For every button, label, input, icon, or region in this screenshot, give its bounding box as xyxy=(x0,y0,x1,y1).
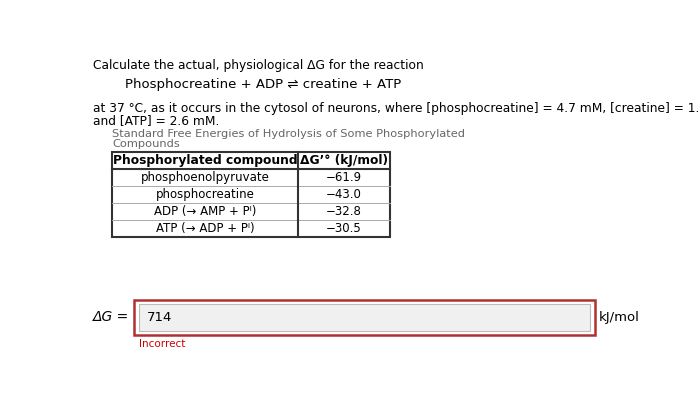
Text: ΔG =: ΔG = xyxy=(93,310,130,325)
Text: Compounds: Compounds xyxy=(112,139,180,149)
Text: Phosphorylated compound: Phosphorylated compound xyxy=(113,154,298,167)
Text: and [ATP] = 2.6 mM.: and [ATP] = 2.6 mM. xyxy=(93,115,219,127)
Text: ADP (→ AMP + Pᴵ): ADP (→ AMP + Pᴵ) xyxy=(154,205,256,218)
Text: Phosphocreatine + ADP ⇌ creatine + ATP: Phosphocreatine + ADP ⇌ creatine + ATP xyxy=(125,78,401,90)
Text: −61.9: −61.9 xyxy=(326,171,362,184)
Bar xyxy=(112,152,390,237)
Text: Incorrect: Incorrect xyxy=(139,339,186,349)
Bar xyxy=(139,304,589,331)
Text: Standard Free Energies of Hydrolysis of Some Phosphorylated: Standard Free Energies of Hydrolysis of … xyxy=(112,129,466,139)
Text: −43.0: −43.0 xyxy=(326,188,362,201)
Text: phosphoenolpyruvate: phosphoenolpyruvate xyxy=(141,171,270,184)
Text: at 37 °C, as it occurs in the cytosol of neurons, where [phosphocreatine] = 4.7 : at 37 °C, as it occurs in the cytosol of… xyxy=(93,102,700,115)
Text: phosphocreatine: phosphocreatine xyxy=(156,188,255,201)
Text: kJ/mol: kJ/mol xyxy=(599,311,640,324)
Bar xyxy=(134,300,595,335)
Text: −32.8: −32.8 xyxy=(326,205,362,218)
Text: ΔG’° (kJ/mol): ΔG’° (kJ/mol) xyxy=(300,154,388,167)
Text: −30.5: −30.5 xyxy=(326,222,362,235)
Text: Calculate the actual, physiological ΔG for the reaction: Calculate the actual, physiological ΔG f… xyxy=(93,59,424,72)
Text: 714: 714 xyxy=(147,311,173,324)
Text: ATP (→ ADP + Pᴵ): ATP (→ ADP + Pᴵ) xyxy=(156,222,255,235)
